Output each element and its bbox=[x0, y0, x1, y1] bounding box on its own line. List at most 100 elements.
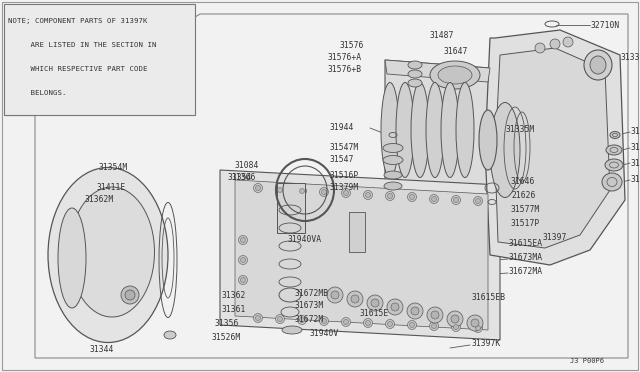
Circle shape bbox=[429, 321, 438, 330]
Polygon shape bbox=[485, 30, 625, 265]
Polygon shape bbox=[235, 180, 488, 330]
Text: WHICH RESPECTIVE PART CODE: WHICH RESPECTIVE PART CODE bbox=[8, 66, 147, 72]
Text: 31672MA: 31672MA bbox=[509, 267, 543, 276]
Text: 31935E: 31935E bbox=[631, 126, 640, 135]
Text: 31576+B: 31576+B bbox=[328, 65, 362, 74]
Ellipse shape bbox=[408, 61, 422, 69]
Circle shape bbox=[451, 315, 459, 323]
Circle shape bbox=[431, 324, 436, 328]
Circle shape bbox=[367, 295, 383, 311]
Text: 31411E: 31411E bbox=[97, 183, 126, 192]
Text: 32710N: 32710N bbox=[591, 20, 620, 29]
Circle shape bbox=[255, 315, 260, 321]
Circle shape bbox=[275, 314, 285, 324]
Ellipse shape bbox=[282, 326, 302, 334]
Circle shape bbox=[253, 314, 262, 323]
Circle shape bbox=[410, 195, 415, 199]
Text: J3 P00P6: J3 P00P6 bbox=[570, 358, 604, 364]
Circle shape bbox=[278, 317, 282, 321]
Circle shape bbox=[371, 299, 379, 307]
Ellipse shape bbox=[610, 131, 620, 138]
Circle shape bbox=[427, 307, 443, 323]
Text: 31354: 31354 bbox=[228, 173, 252, 183]
Circle shape bbox=[467, 315, 483, 331]
Circle shape bbox=[385, 192, 394, 201]
Text: 31362M: 31362M bbox=[85, 196, 115, 205]
Ellipse shape bbox=[426, 83, 444, 177]
Text: 31336M: 31336M bbox=[621, 52, 640, 61]
Ellipse shape bbox=[411, 83, 429, 177]
Text: 31646: 31646 bbox=[511, 176, 536, 186]
Bar bbox=[277, 183, 305, 233]
Text: 31623: 31623 bbox=[631, 176, 640, 185]
Circle shape bbox=[342, 189, 351, 198]
Circle shape bbox=[241, 237, 246, 243]
Circle shape bbox=[550, 39, 560, 49]
Circle shape bbox=[298, 315, 307, 324]
Text: 31577M: 31577M bbox=[511, 205, 540, 215]
Text: 31354M: 31354M bbox=[99, 164, 128, 173]
Text: 31615EB: 31615EB bbox=[472, 294, 506, 302]
Text: 31335M: 31335M bbox=[506, 125, 535, 135]
Ellipse shape bbox=[70, 187, 154, 317]
Circle shape bbox=[239, 256, 248, 264]
Text: 31344: 31344 bbox=[90, 346, 115, 355]
Bar bbox=[4, 4, 195, 115]
Circle shape bbox=[387, 193, 392, 199]
Text: 31628: 31628 bbox=[631, 158, 640, 167]
Circle shape bbox=[411, 307, 419, 315]
Text: 31615EA: 31615EA bbox=[509, 240, 543, 248]
Text: 31547M: 31547M bbox=[330, 144, 359, 153]
Ellipse shape bbox=[58, 208, 86, 308]
Circle shape bbox=[298, 186, 307, 196]
Circle shape bbox=[391, 303, 399, 311]
Text: 31397K: 31397K bbox=[472, 340, 501, 349]
Circle shape bbox=[451, 323, 461, 331]
Ellipse shape bbox=[441, 83, 459, 177]
Circle shape bbox=[239, 235, 248, 244]
Circle shape bbox=[278, 187, 282, 192]
Circle shape bbox=[321, 189, 326, 195]
Circle shape bbox=[431, 311, 439, 319]
Polygon shape bbox=[385, 60, 490, 82]
Circle shape bbox=[454, 324, 458, 330]
Polygon shape bbox=[495, 48, 610, 248]
Ellipse shape bbox=[456, 83, 474, 177]
Circle shape bbox=[365, 321, 371, 326]
Ellipse shape bbox=[48, 167, 168, 343]
Text: 31615E: 31615E bbox=[360, 308, 389, 317]
Ellipse shape bbox=[381, 83, 399, 177]
Ellipse shape bbox=[164, 331, 176, 339]
Ellipse shape bbox=[384, 182, 402, 190]
Text: ARE LISTED IN THE SECTION IN: ARE LISTED IN THE SECTION IN bbox=[8, 42, 157, 48]
Circle shape bbox=[300, 189, 305, 193]
Circle shape bbox=[431, 196, 436, 202]
Text: 21626: 21626 bbox=[511, 190, 536, 199]
Ellipse shape bbox=[606, 145, 622, 155]
Circle shape bbox=[253, 183, 262, 192]
Circle shape bbox=[125, 290, 135, 300]
Ellipse shape bbox=[490, 103, 520, 198]
Circle shape bbox=[387, 321, 392, 327]
Circle shape bbox=[476, 326, 481, 330]
Circle shape bbox=[344, 320, 349, 324]
Ellipse shape bbox=[383, 155, 403, 164]
Circle shape bbox=[451, 196, 461, 205]
Circle shape bbox=[385, 320, 394, 328]
Circle shape bbox=[387, 299, 403, 315]
Circle shape bbox=[319, 187, 328, 196]
Circle shape bbox=[327, 287, 343, 303]
Ellipse shape bbox=[384, 171, 402, 179]
Text: 31576: 31576 bbox=[340, 41, 364, 49]
Ellipse shape bbox=[383, 144, 403, 153]
Text: 31084: 31084 bbox=[235, 160, 259, 170]
Circle shape bbox=[319, 317, 328, 326]
Circle shape bbox=[344, 190, 349, 196]
Circle shape bbox=[347, 291, 363, 307]
Circle shape bbox=[300, 317, 305, 323]
Text: 31547: 31547 bbox=[330, 155, 355, 164]
Circle shape bbox=[563, 37, 573, 47]
Text: 31526M: 31526M bbox=[212, 333, 241, 341]
Text: 31366: 31366 bbox=[232, 173, 257, 182]
Circle shape bbox=[476, 199, 481, 203]
